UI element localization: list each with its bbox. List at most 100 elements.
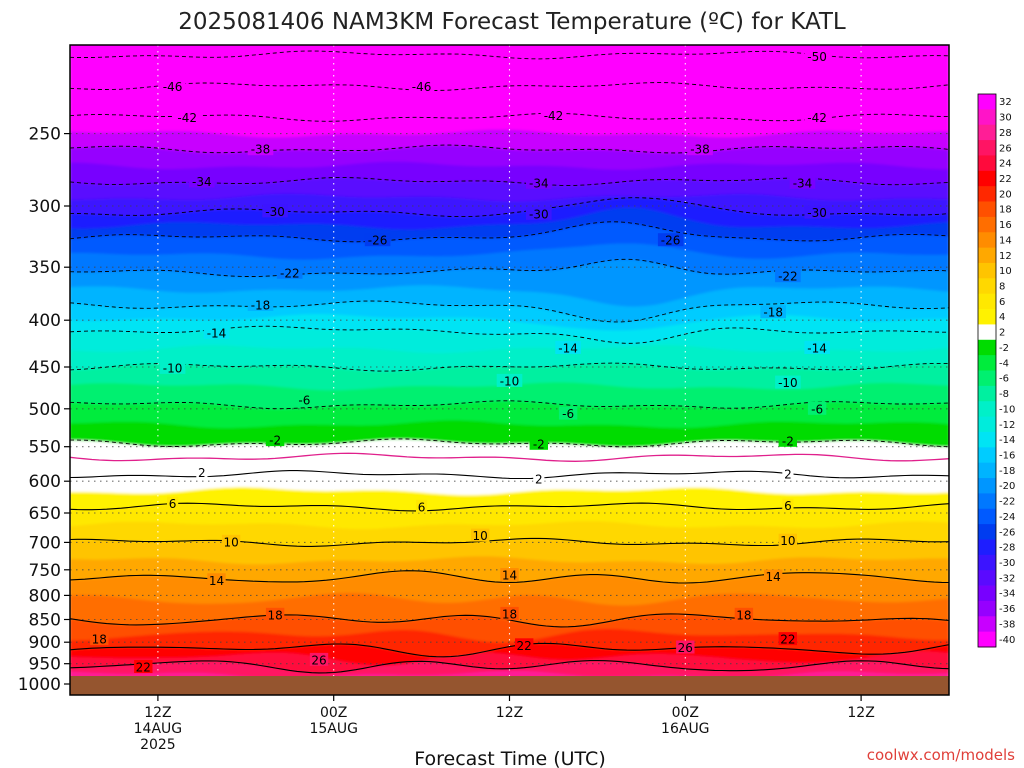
contour-label-bg-19 xyxy=(760,305,786,319)
colorbar-swatch-17 xyxy=(978,355,996,371)
contour-label-32: 2 xyxy=(198,466,206,480)
y-tick-label-250: 250 xyxy=(29,125,61,145)
colorbar-label-22: -14 xyxy=(999,435,1015,446)
y-tick-label-750: 750 xyxy=(29,561,61,581)
colorbar-label-10: 12 xyxy=(999,251,1012,262)
contour-label-bg-25 xyxy=(775,375,801,389)
y-tick-label-950: 950 xyxy=(29,655,61,675)
y-tick-label-500: 500 xyxy=(29,400,61,420)
y-tick-label-350: 350 xyxy=(29,258,61,278)
contour-label-bg-48 xyxy=(134,660,153,673)
colorbar-swatch-20 xyxy=(978,401,996,417)
contour-label-31: -2 xyxy=(782,434,794,448)
y-tick-label-300: 300 xyxy=(29,197,61,217)
colorbar-label-3: 26 xyxy=(999,143,1012,154)
contour-label-23: -10 xyxy=(163,361,183,375)
contour-label-0: -50 xyxy=(807,50,827,64)
contour-label-bg-34 xyxy=(782,466,794,480)
isotherm-10 xyxy=(70,537,949,547)
colorbar-label-33: -36 xyxy=(999,604,1015,615)
contour-label-bg-35 xyxy=(167,496,179,510)
contour-label-bg-47 xyxy=(734,607,754,621)
contour-label-33: 2 xyxy=(535,473,543,487)
contour-label-18: -18 xyxy=(251,299,271,313)
colorbar-swatch-28 xyxy=(978,524,996,540)
isotherm-0 xyxy=(70,452,949,462)
contour-label-bg-12 xyxy=(526,206,552,220)
x-tick-label-0-0: 12Z xyxy=(144,705,171,721)
colorbar-label-31: -32 xyxy=(999,573,1015,584)
contour-label-bg-30 xyxy=(529,436,548,450)
colorbar-swatch-5 xyxy=(978,170,996,187)
contour-label-bg-4 xyxy=(540,108,567,122)
colorbar-swatch-27 xyxy=(978,508,996,525)
isotherm-26 xyxy=(70,660,949,674)
contour-labels: -50 -46 -46 -42 -42 -42 -38 -38 -34 -34 -34 -30 -30 -… xyxy=(90,49,830,675)
contour-label-26: -6 xyxy=(298,394,310,408)
colorbar-label-19: -8 xyxy=(999,389,1009,400)
x-tick-label-4-0: 12Z xyxy=(847,705,874,721)
contour-label-bg-45 xyxy=(265,607,285,621)
isotherm--22 xyxy=(70,258,949,277)
colorbar-swatch-13 xyxy=(978,293,996,310)
contour-label-bg-27 xyxy=(558,406,578,420)
contour-label-7: -38 xyxy=(690,143,710,157)
contour-label-39: 10 xyxy=(473,529,488,543)
contour-label-bg-10 xyxy=(789,175,816,189)
contour-label-45: 18 xyxy=(267,608,282,622)
colorbar-label-29: -28 xyxy=(999,543,1015,554)
contour-label-bg-18 xyxy=(247,298,274,311)
contour-label-bg-2 xyxy=(408,79,435,93)
colorbar-swatch-15 xyxy=(978,324,996,341)
x-tick-label-0-2: 2025 xyxy=(140,737,176,753)
contour-label-bg-40 xyxy=(778,533,797,547)
colorbar-swatch-34 xyxy=(978,616,996,633)
colorbar-swatch-33 xyxy=(978,600,996,617)
contour-label-41: 14 xyxy=(209,574,224,588)
contour-label-21: -14 xyxy=(558,342,578,356)
y-tick-label-550: 550 xyxy=(29,438,61,458)
contour-label-bg-20 xyxy=(203,325,230,339)
contour-label-bg-31 xyxy=(778,433,797,447)
chart-title: 2025081406 NAM3KM Forecast Temperature (… xyxy=(178,9,846,35)
colorbar-swatch-2 xyxy=(978,124,996,141)
contour-label-bg-1 xyxy=(159,79,186,93)
colorbar-label-35: -40 xyxy=(999,635,1015,646)
contour-label-48: 22 xyxy=(136,661,151,675)
colorbar-label-21: -12 xyxy=(999,420,1015,431)
contour-label-bg-14 xyxy=(364,233,391,247)
temp-band-42-to-44 xyxy=(70,730,949,746)
contour-label-38: 10 xyxy=(223,535,238,549)
colorbar-label-7: 18 xyxy=(999,205,1012,216)
contour-label-bg-39 xyxy=(471,528,490,542)
isotherm-contours xyxy=(70,50,949,674)
contour-label-40: 10 xyxy=(780,534,795,548)
x-tick-label-2-0: 12Z xyxy=(496,705,523,721)
contour-label-bg-3 xyxy=(174,110,200,124)
contour-label-bg-17 xyxy=(775,269,801,283)
colorbar-swatch-6 xyxy=(978,186,996,202)
colorbar-label-12: 8 xyxy=(999,282,1005,293)
contour-label-bg-28 xyxy=(807,401,827,415)
contour-label-50: 22 xyxy=(780,633,795,647)
x-tick-label-3-1: 16AUG xyxy=(661,721,710,737)
x-tick-label-1-1: 15AUG xyxy=(309,721,358,737)
colorbar-swatch-11 xyxy=(978,262,996,279)
colorbar-swatch-18 xyxy=(978,370,996,387)
isotherm-6 xyxy=(70,502,949,512)
colorbar-label-27: -24 xyxy=(999,512,1015,523)
colorbar-swatch-4 xyxy=(978,155,996,172)
colorbar-swatch-31 xyxy=(978,570,996,586)
isotherm--18 xyxy=(70,300,949,323)
contour-label-bg-52 xyxy=(676,640,695,654)
contour-label-bg-51 xyxy=(309,652,329,666)
colorbar-swatch-24 xyxy=(978,462,996,479)
contour-label-17: -22 xyxy=(778,270,798,284)
contour-label-6: -38 xyxy=(251,143,271,157)
contour-label-bg-0 xyxy=(804,49,830,63)
colorbar-label-16: -2 xyxy=(999,343,1009,354)
colorbar-label-6: 20 xyxy=(999,189,1012,200)
x-axis-title: Forecast Time (UTC) xyxy=(414,748,605,768)
colorbar-label-20: -10 xyxy=(999,404,1015,415)
contour-label-bg-21 xyxy=(555,341,581,354)
